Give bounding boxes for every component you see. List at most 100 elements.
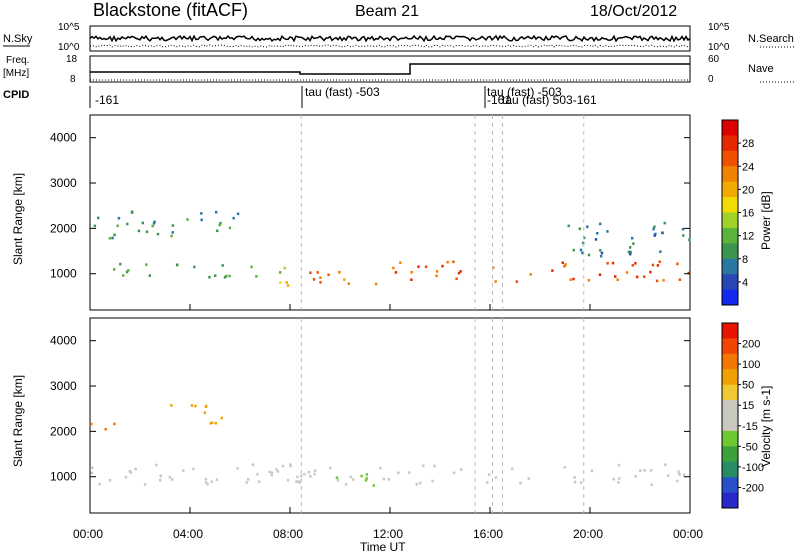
range-cell — [599, 254, 603, 258]
range-cell — [255, 275, 258, 278]
range-cell — [170, 478, 174, 481]
range-cell — [171, 224, 175, 227]
colorbar-swatch — [722, 120, 738, 136]
range-cell — [643, 275, 646, 278]
range-cell — [452, 260, 455, 264]
range-cell — [360, 474, 363, 478]
range-cell — [616, 278, 619, 281]
range-cell — [200, 218, 203, 222]
range-cell — [651, 263, 655, 267]
range-cell — [573, 480, 577, 484]
colorbar-tick-label: 15 — [742, 400, 754, 412]
range-cell — [250, 265, 253, 269]
range-cell — [397, 471, 400, 475]
range-cell — [289, 463, 292, 466]
range-cell — [653, 234, 656, 237]
colorbar-swatch — [722, 197, 738, 213]
range-cell — [374, 282, 378, 286]
range-cell — [639, 469, 642, 472]
range-cell — [108, 479, 112, 482]
range-cell — [433, 464, 436, 468]
range-cell — [569, 278, 572, 281]
range-cell — [170, 404, 173, 407]
y-tick-label: 2000 — [50, 221, 77, 235]
range-cell — [312, 278, 316, 281]
range-cell — [579, 481, 583, 484]
range-cell — [97, 216, 100, 220]
range-cell — [276, 470, 280, 473]
range-cell — [286, 284, 290, 287]
range-cell — [190, 404, 194, 407]
freq-trace — [90, 63, 690, 75]
range-cell — [343, 278, 346, 281]
colorbar-tick-label: 24 — [742, 161, 754, 173]
range-cell — [108, 237, 112, 240]
range-cell — [236, 467, 239, 470]
range-cell — [194, 404, 197, 408]
range-cell — [336, 478, 340, 482]
range-cell — [656, 264, 660, 267]
range-cell — [382, 477, 385, 481]
range-cell — [90, 471, 93, 475]
range-cell — [228, 226, 232, 230]
colorbar-tick-label: 20 — [742, 184, 754, 196]
range-cell — [329, 466, 332, 470]
dashed-markers — [300, 115, 585, 513]
range-cell — [659, 250, 662, 253]
range-cell — [422, 464, 425, 468]
range-cell — [563, 466, 566, 469]
range-cell — [365, 473, 369, 476]
range-cell — [245, 481, 248, 484]
y-tick-label: 1000 — [50, 267, 77, 281]
range-cell — [347, 282, 350, 285]
range-cell — [256, 472, 259, 476]
range-cell — [309, 271, 312, 274]
range-cell — [379, 466, 382, 470]
range-cell — [612, 477, 615, 481]
range-cell — [583, 236, 586, 240]
range-cell — [204, 477, 208, 481]
range-cell — [289, 464, 292, 468]
range-cell — [599, 249, 602, 252]
freq-panel-frame — [89, 55, 691, 83]
range-cell — [486, 481, 489, 484]
range-cell — [279, 281, 282, 284]
range-cell — [236, 212, 240, 216]
range-cell — [678, 278, 682, 281]
range-cell — [170, 234, 173, 238]
range-cell — [214, 421, 217, 425]
range-cell — [617, 463, 621, 467]
figure-title: Blackstone (fitACF) — [93, 0, 248, 20]
range-cell — [182, 469, 185, 472]
range-cell — [606, 262, 609, 265]
range-cell — [286, 478, 290, 482]
range-cell — [186, 218, 189, 221]
range-cell — [364, 479, 368, 482]
range-cell — [634, 475, 637, 478]
range-cell — [300, 474, 303, 478]
range-cell — [159, 474, 162, 478]
range-cell — [210, 480, 213, 484]
y-tick-label: 2000 — [50, 424, 77, 438]
range-cell — [631, 236, 634, 240]
range-cell — [527, 477, 530, 480]
nave-tick-60: 60 — [708, 54, 720, 65]
range-cell — [594, 238, 598, 241]
range-cell — [214, 274, 217, 277]
range-cell — [215, 478, 219, 482]
range-cell — [654, 232, 657, 236]
nsky-trace — [89, 34, 691, 48]
range-cell — [617, 481, 620, 484]
range-cell — [586, 225, 589, 229]
range-cell — [145, 230, 149, 234]
range-cell — [399, 261, 402, 264]
range-cell — [587, 253, 591, 257]
range-cell — [155, 463, 158, 467]
range-cell — [598, 273, 602, 276]
range-cell — [682, 234, 685, 237]
range-cell — [285, 281, 288, 284]
range-cell — [636, 275, 639, 279]
range-cell — [90, 422, 93, 426]
right-tick-1e5: 10^5 — [708, 22, 730, 33]
